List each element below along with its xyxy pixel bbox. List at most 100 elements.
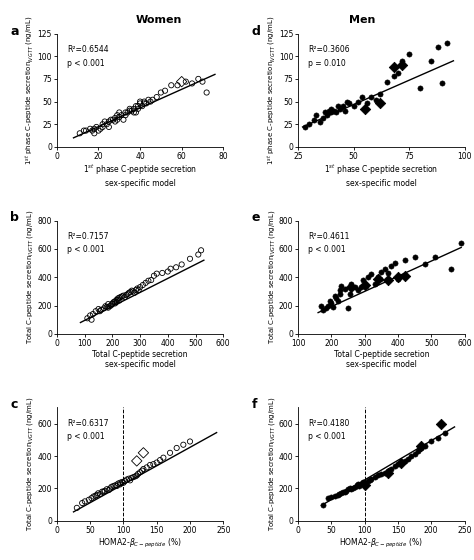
Point xyxy=(139,281,146,290)
Point xyxy=(98,487,106,496)
Point xyxy=(334,491,342,500)
Point xyxy=(110,297,118,306)
X-axis label: HOMA2-$\beta_{C-peptide}$ (%): HOMA2-$\beta_{C-peptide}$ (%) xyxy=(98,536,182,550)
Point xyxy=(101,302,109,311)
Point xyxy=(347,283,355,292)
Point xyxy=(434,434,442,443)
Point xyxy=(301,123,309,132)
Point xyxy=(319,114,326,123)
Point xyxy=(153,92,161,101)
Point xyxy=(361,104,368,113)
Point xyxy=(137,97,144,106)
Point xyxy=(328,492,335,501)
Point xyxy=(126,104,134,113)
Point xyxy=(416,83,424,92)
Point xyxy=(390,63,397,72)
Point xyxy=(357,479,365,488)
Point xyxy=(99,120,107,129)
Point xyxy=(140,465,147,474)
Point xyxy=(98,305,105,314)
X-axis label: 1$^{st}$ phase C-peptide secretion
sex-specific model: 1$^{st}$ phase C-peptide secretion sex-s… xyxy=(83,163,197,188)
Point xyxy=(100,487,107,496)
Text: p = 0.010: p = 0.010 xyxy=(308,59,346,68)
Text: R²=0.7157: R²=0.7157 xyxy=(67,232,109,241)
Point xyxy=(91,491,99,500)
Point xyxy=(381,264,389,273)
Point xyxy=(364,477,372,486)
Point xyxy=(128,473,135,482)
Point xyxy=(173,81,181,90)
Point xyxy=(122,291,130,300)
Point xyxy=(95,305,102,314)
Point xyxy=(390,72,397,81)
Point xyxy=(336,489,343,498)
Point xyxy=(332,108,340,117)
Point xyxy=(118,292,126,301)
Point xyxy=(88,494,95,503)
Point xyxy=(438,419,445,428)
Point xyxy=(447,264,455,273)
Point xyxy=(123,475,130,484)
Point xyxy=(384,466,392,475)
Point xyxy=(361,281,368,290)
Text: c: c xyxy=(10,398,18,412)
Text: Women: Women xyxy=(136,15,182,25)
Point xyxy=(124,290,131,298)
Point xyxy=(76,129,83,138)
Point xyxy=(122,111,129,120)
Point xyxy=(199,77,206,86)
Point xyxy=(411,253,419,262)
Point xyxy=(140,97,148,106)
Point xyxy=(173,444,181,452)
Point xyxy=(328,298,335,307)
Point xyxy=(326,106,333,115)
Point xyxy=(188,79,196,88)
Point xyxy=(337,489,345,498)
Point xyxy=(339,488,347,497)
Point xyxy=(116,293,123,302)
Point xyxy=(384,469,392,478)
Y-axis label: Total C-peptide secretion$_{IVGTT}$ (ng/mL): Total C-peptide secretion$_{IVGTT}$ (ng/… xyxy=(25,397,35,531)
Point xyxy=(342,487,350,496)
Point xyxy=(323,111,331,120)
Point xyxy=(408,451,415,460)
Point xyxy=(89,310,97,319)
Point xyxy=(374,273,382,282)
Point xyxy=(104,303,112,312)
Point xyxy=(431,253,438,262)
Point xyxy=(418,442,425,451)
Point xyxy=(101,487,109,496)
Point xyxy=(374,274,382,283)
Point xyxy=(145,95,152,104)
Text: p < 0.001: p < 0.001 xyxy=(67,59,104,68)
Point xyxy=(381,469,389,478)
Point xyxy=(399,61,406,70)
Point xyxy=(318,302,325,311)
Text: R²=0.6544: R²=0.6544 xyxy=(67,45,109,54)
Point xyxy=(186,437,194,446)
Point xyxy=(104,300,112,309)
Point xyxy=(328,108,335,117)
Point xyxy=(96,489,104,498)
Text: p < 0.001: p < 0.001 xyxy=(308,245,346,254)
Y-axis label: Total C-peptide secretion$_{IVGTT}$ (ng/mL): Total C-peptide secretion$_{IVGTT}$ (ng/… xyxy=(266,210,276,344)
Point xyxy=(89,126,96,135)
Point xyxy=(114,479,122,488)
Point xyxy=(132,101,140,110)
Text: e: e xyxy=(252,212,260,225)
Point xyxy=(399,57,406,66)
Point xyxy=(347,485,355,494)
Point xyxy=(160,453,167,462)
Point xyxy=(133,456,140,465)
Point xyxy=(103,302,110,311)
Point xyxy=(86,124,94,133)
Point xyxy=(116,113,123,122)
Point xyxy=(346,99,353,108)
Point xyxy=(377,267,385,276)
Point xyxy=(391,259,399,268)
Point xyxy=(132,472,139,481)
Point xyxy=(343,97,351,106)
Text: p < 0.001: p < 0.001 xyxy=(67,432,104,441)
Text: b: b xyxy=(10,212,19,225)
Point xyxy=(134,101,142,110)
